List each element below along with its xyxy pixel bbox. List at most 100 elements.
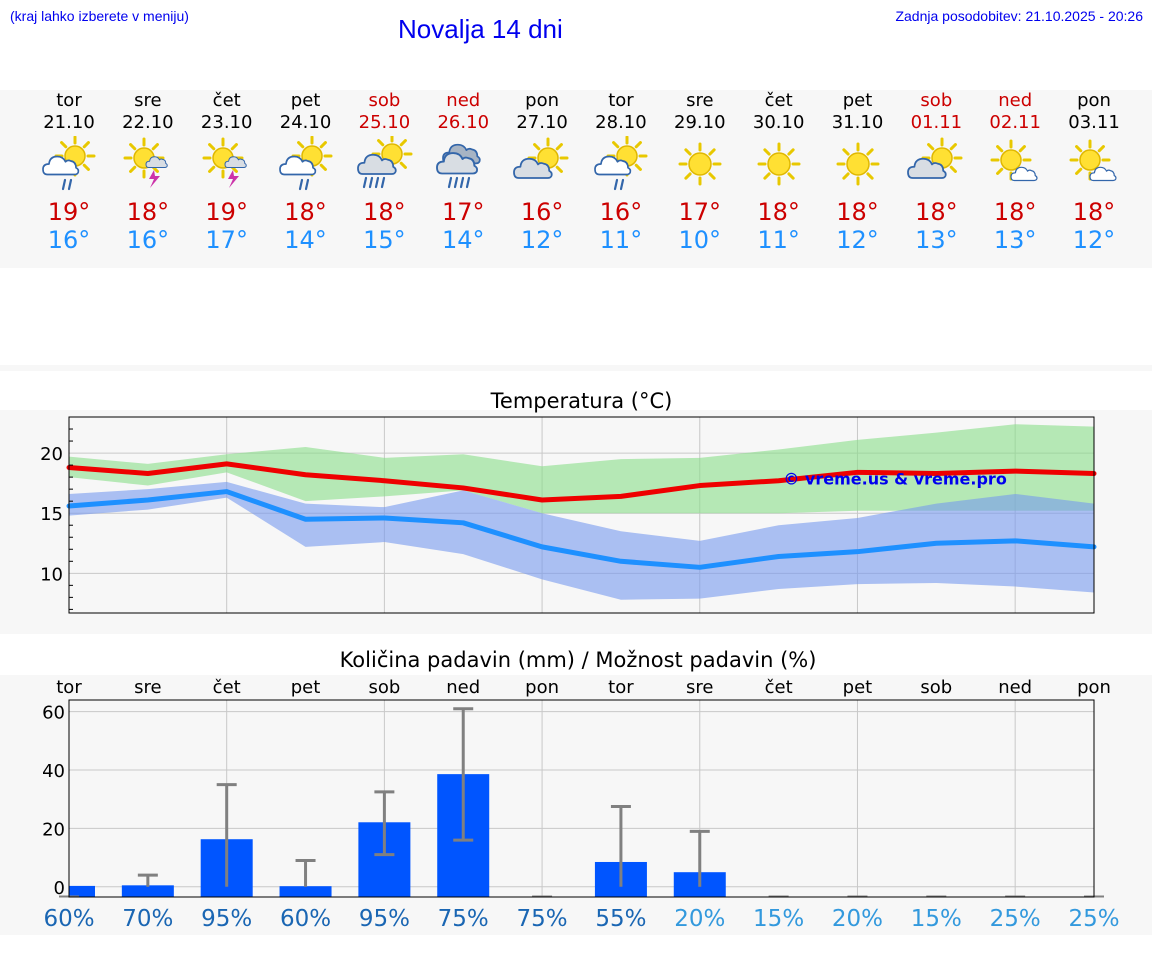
sun-cloud-icon [504,136,580,198]
day-name: ned [998,90,1033,111]
day-forecast: sob 01.11 18° 13° [898,90,974,254]
x-tick-label: ned [998,677,1032,698]
max-temperature: 18° [126,198,170,226]
y-tick-label: 60 [42,703,65,724]
precip-probability: 55% [595,906,646,932]
day-date: 28.10 [595,112,647,133]
max-temperature-line [66,461,1097,503]
chart-title: Temperatura (°C) [490,389,673,413]
x-tick-label: sre [686,677,713,698]
min-temperature: 11° [757,226,800,254]
max-temperature: 19° [205,198,248,226]
day-forecast: čet 23.10 19° 17° [189,90,265,254]
max-temperature: 19° [47,198,91,226]
precip-probability: 20% [832,906,883,932]
x-tick-label: sob [920,677,952,698]
location-hint: (kraj lahko izberete v meniju) [10,8,189,24]
min-temperature: 17° [205,226,248,254]
precipitation-chart: Količina padavin (mm) / Možnost padavin … [42,648,1119,932]
precip-probability: 95% [359,906,410,932]
min-temperature: 13° [915,226,958,254]
day-date: 02.11 [989,112,1041,133]
y-tick-label: 0 [54,878,65,899]
day-name: sre [134,90,162,111]
sun-icon [820,136,896,198]
sun-thunder-icon [189,136,265,198]
sun-cloud-icon [898,136,974,198]
min-temperature: 16° [47,226,91,254]
page-title: Novalja 14 dni [398,14,563,44]
sun-cloud-rain-icon [268,135,344,198]
min-temperature: 14° [441,226,485,254]
x-tick-label: pon [1077,677,1111,698]
max-temperature: 18° [1072,198,1116,226]
max-range-band [69,424,1094,514]
day-date: 31.10 [831,112,884,133]
day-date: 27.10 [516,112,568,133]
day-name: čet [212,90,241,111]
x-tick-label: pet [843,677,873,698]
day-forecast: čet 30.10 18° 11° [741,90,817,254]
y-tick-label: 15 [40,504,63,525]
min-temperature: 16° [126,226,170,254]
day-forecast: pon 03.11 18° 12° [1056,90,1132,254]
sun-icon [741,136,817,198]
day-date: 29.10 [674,112,726,133]
min-temperature: 13° [993,226,1037,254]
day-date: 21.10 [43,112,95,133]
day-date: 26.10 [437,112,490,133]
day-name: tor [56,90,82,111]
max-temperature: 18° [363,198,406,226]
min-temperature: 14° [284,226,327,254]
precip-probability: 20% [674,906,725,932]
sun-icon [662,136,738,198]
max-temperature: 17° [678,198,722,226]
day-name: ned [446,90,481,111]
day-forecast: tor 21.10 19° 16° [31,90,107,254]
max-temperature: 18° [757,198,800,226]
day-forecast: ned 26.10 17° 14° [425,90,501,254]
plot-frame [68,416,1095,614]
chart-title: Količina padavin (mm) / Možnost padavin … [340,648,817,672]
temperature-chart: Temperatura (°C) © vreme.us & vreme.pro 10… [40,389,1097,614]
day-name: sob [920,90,953,111]
min-temperature: 12° [1072,226,1116,254]
day-forecast: ned 02.11 18° 13° [977,90,1053,254]
max-temperature: 18° [993,198,1037,226]
watermark: © vreme.us & vreme.pro [783,469,1006,488]
precip-probability: 25% [1068,906,1119,932]
max-temperature: 18° [836,198,879,226]
day-forecast: pet 31.10 18° 12° [820,90,896,254]
sun-cloud-heavy-rain-icon [346,133,422,198]
day-date: 22.10 [122,112,174,133]
precip-probability: 15% [911,906,962,932]
day-forecast: sob 25.10 18° 15° [346,90,422,254]
min-temperature-line [66,489,1097,570]
forecast-strip [0,90,1152,268]
separator-band [0,365,1152,371]
last-update: Zadnja posodobitev: 21.10.2025 - 20:26 [895,8,1143,24]
y-tick-label: 10 [40,564,63,585]
y-tick-label: 20 [42,819,65,840]
precip-probability: 75% [438,906,489,932]
precip-probability: 70% [122,906,173,932]
day-date: 03.11 [1068,112,1120,133]
day-name: pet [290,90,321,111]
day-name: pon [1077,90,1111,111]
day-name: tor [608,90,634,111]
sun-small-cloud-icon [977,136,1053,198]
day-name: pet [842,90,873,111]
day-date: 01.11 [910,112,963,133]
x-tick-label: pet [291,677,321,698]
x-tick-label: sre [134,677,161,698]
precip-probability: 75% [517,906,568,932]
x-tick-label: ned [446,677,480,698]
max-temperature: 16° [599,198,643,226]
precip-probability: 95% [201,906,252,932]
min-temperature: 12° [520,226,564,254]
day-forecast: pon 27.10 16° 12° [504,90,580,254]
x-tick-label: tor [56,677,82,698]
max-temperature: 18° [915,198,958,226]
precip-probability: 60% [280,906,331,932]
min-temperature: 15° [363,226,406,254]
